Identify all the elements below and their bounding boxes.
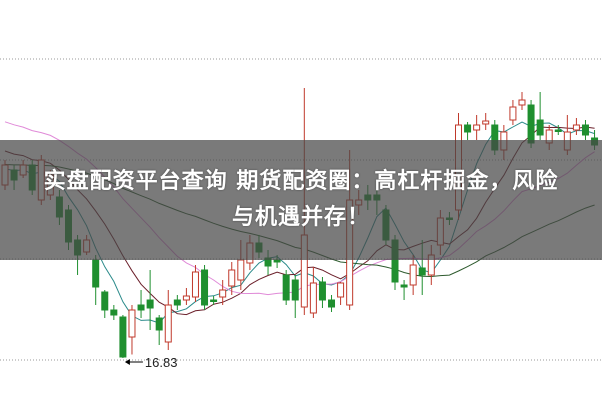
candle-body <box>282 274 290 301</box>
candle-body <box>110 309 118 316</box>
candle-body <box>92 259 100 288</box>
candle-body <box>536 119 544 136</box>
candle-body <box>173 299 181 306</box>
low-price-label: 16.83 <box>145 355 178 370</box>
candle-body <box>155 317 163 331</box>
headline-line-1: 实盘配资平台查询 期货配资圈：高杠杆掘金，风险 <box>43 169 559 194</box>
candle-body <box>164 304 172 343</box>
candle-body <box>291 279 299 301</box>
candle-body <box>482 120 490 125</box>
candle-body <box>219 289 227 298</box>
candle-body <box>418 267 426 276</box>
candle-body <box>228 269 236 287</box>
candle-body <box>182 295 190 301</box>
candle-body <box>210 299 218 302</box>
candle-body <box>137 304 145 311</box>
candle-body <box>400 284 408 288</box>
low-marker-arrowhead <box>124 359 130 365</box>
headline-banner: 实盘配资平台查询 期货配资圈：高杠杆掘金，风险 与机遇并存！ <box>0 140 602 260</box>
candle-body <box>554 129 562 132</box>
candle-body <box>473 124 481 131</box>
candle-body <box>318 281 326 301</box>
candle-body <box>518 99 526 106</box>
candle-body <box>273 259 281 263</box>
candle-body <box>337 282 345 298</box>
candle-body <box>509 106 517 121</box>
candle-body <box>191 271 199 298</box>
candle-body <box>572 124 580 131</box>
candle-body <box>328 299 336 308</box>
candle-body <box>119 316 127 358</box>
candle-body <box>201 269 209 306</box>
candle-body <box>581 124 589 136</box>
candle-body <box>309 282 317 314</box>
candle-body <box>527 104 535 144</box>
candle-body <box>464 124 472 133</box>
candle-body <box>146 299 154 309</box>
candle-body <box>128 309 136 338</box>
headline-line-2: 与机遇并存！ <box>231 205 370 230</box>
candle-body <box>409 264 417 286</box>
candle-body <box>237 259 245 281</box>
candle-body <box>101 291 109 311</box>
